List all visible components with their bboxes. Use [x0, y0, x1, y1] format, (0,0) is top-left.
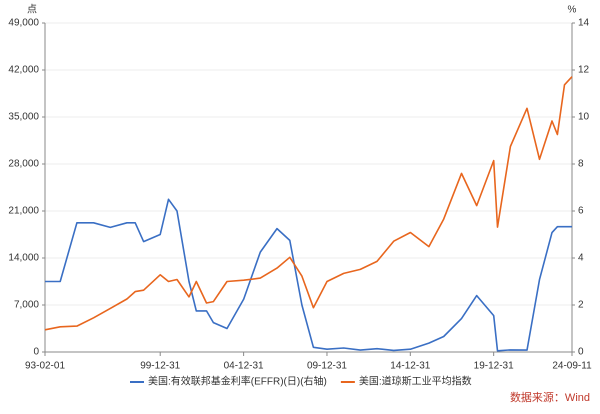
y2-tick-label: 14	[578, 18, 590, 29]
y-tick-label: 21,000	[8, 206, 39, 217]
y-tick-label: 35,000	[8, 112, 39, 123]
y-tick-label: 14,000	[8, 253, 39, 264]
y2-tick-label: 4	[578, 253, 584, 264]
y-tick-label: 0	[33, 347, 39, 358]
x-tick-label: 99-12-31	[140, 361, 180, 372]
y2-tick-label: 6	[578, 206, 584, 217]
source-note: 数据来源：Wind	[510, 390, 590, 404]
y-tick-label: 49,000	[8, 18, 39, 29]
series-line	[44, 76, 573, 331]
y-tick-label: 7,000	[14, 300, 39, 311]
y2-axis-unit: %	[568, 5, 577, 16]
x-tick-label: 14-12-31	[390, 361, 430, 372]
y2-tick-label: 2	[578, 300, 584, 311]
legend-label: 美国:道琼斯工业平均指数	[359, 375, 472, 388]
x-tick-label: 04-12-31	[224, 361, 264, 372]
x-tick-label: 19-12-31	[474, 361, 514, 372]
y2-tick-label: 10	[578, 112, 590, 123]
x-tick-label: 24-09-11	[552, 361, 592, 372]
y-tick-label: 42,000	[8, 65, 39, 76]
x-tick-label: 09-12-31	[307, 361, 347, 372]
y2-tick-label: 0	[578, 347, 584, 358]
legend-label: 美国:有效联邦基金利率(EFFR)(日)(右轴)	[148, 375, 327, 388]
y2-tick-label: 8	[578, 159, 584, 170]
y2-tick-label: 12	[578, 65, 590, 76]
y-tick-label: 28,000	[8, 159, 39, 170]
y-axis-unit: 点	[27, 4, 37, 16]
x-tick-label: 93-02-01	[25, 361, 65, 372]
series-line	[45, 198, 572, 352]
